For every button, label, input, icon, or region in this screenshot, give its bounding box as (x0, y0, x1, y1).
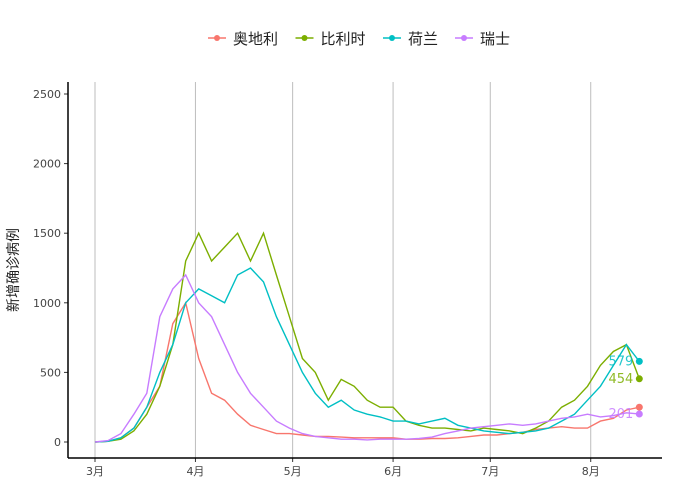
series-line-3 (94, 267, 640, 443)
y-axis-title: 新增确诊病例 (6, 228, 22, 312)
y-tick-label: 2500 (33, 88, 61, 101)
legend-key-point-1 (214, 35, 220, 41)
legend-key-point-4 (461, 35, 467, 41)
end-point-2 (635, 375, 643, 383)
end-point-3 (635, 357, 643, 365)
y-tick-label: 500 (40, 366, 61, 379)
legend-key-point-2 (301, 35, 308, 41)
x-tick-label: 3月 (86, 465, 104, 478)
legend-label-3: 荷兰 (408, 30, 438, 48)
x-tick-label: 4月 (186, 465, 204, 478)
series-line-4 (94, 273, 640, 443)
end-point-1 (635, 403, 643, 411)
end-label-4: 201 (608, 407, 633, 422)
series-line-2 (94, 231, 640, 443)
legend-key-point-3 (389, 35, 395, 41)
y-tick-label: 1000 (33, 297, 61, 310)
y-tick-label: 2000 (33, 158, 61, 171)
legend-label-2: 比利时 (321, 30, 366, 48)
end-point-4 (635, 410, 643, 418)
legend-label-4: 瑞士 (480, 30, 510, 48)
x-tick-label: 6月 (384, 465, 402, 478)
x-tick-label: 5月 (284, 465, 302, 478)
y-tick-label: 0 (54, 436, 61, 449)
end-label-2: 454 (608, 372, 633, 387)
end-label-3: 579 (608, 354, 633, 369)
x-tick-label: 8月 (582, 465, 600, 478)
x-tick-label: 7月 (481, 465, 499, 478)
y-tick-label: 1500 (33, 227, 61, 240)
legend-label-1: 奥地利 (233, 30, 278, 48)
